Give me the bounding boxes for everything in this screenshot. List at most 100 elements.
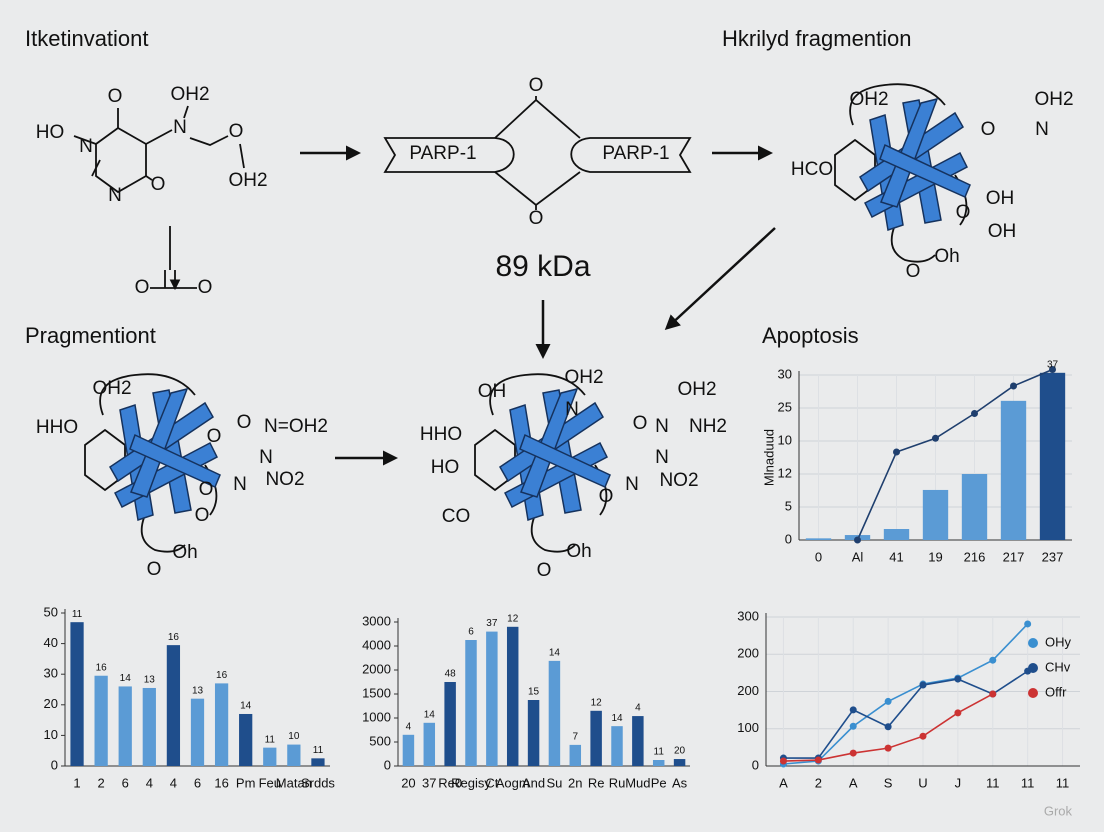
atom-label: O (537, 560, 552, 581)
x-tick-label: U (918, 775, 927, 790)
bar-annotation: 14 (549, 648, 561, 659)
atom-label: PARP-1 (409, 143, 476, 164)
y-axis-label: Mlnaduud (761, 429, 776, 486)
x-tick-label: 216 (964, 549, 986, 564)
chart: 0 5 12 10 25 30 0 Al 41 19 216 217 237 Mlnaduud 37 (761, 359, 1072, 564)
atom-label: NO2 (265, 469, 304, 490)
bar-annotation: 16 (168, 632, 180, 643)
legend-label: CHv (1045, 659, 1071, 674)
y-tick-label: 0 (752, 757, 759, 772)
bar-annotation: 4 (635, 703, 641, 714)
atom-label: N (259, 447, 273, 468)
molecule-skeletons (73, 83, 971, 553)
legend-label: OHy (1045, 634, 1072, 649)
atom-label: OH2 (1034, 89, 1073, 110)
bar-annotation: 11 (265, 734, 276, 745)
bar-annotation: 15 (528, 687, 540, 698)
bar-annotation: 12 (507, 613, 519, 624)
point (1010, 382, 1017, 390)
bar (94, 675, 108, 766)
y-tick-label: 200 (737, 683, 759, 698)
atom-label: HCO (791, 159, 833, 180)
point (919, 732, 927, 740)
bar (402, 734, 415, 766)
bar-annotation: 11 (313, 745, 324, 756)
y-tick-label: 40 (44, 635, 58, 650)
point (849, 722, 857, 730)
x-tick-label: Matan (276, 775, 312, 790)
y-tick-label: 10 (778, 432, 792, 447)
point (954, 675, 962, 683)
bar-annotation: 48 (445, 669, 457, 680)
x-tick-label: Feu (259, 775, 281, 790)
x-tick-label: 37 (422, 775, 436, 790)
atom-label: O (151, 174, 166, 195)
bar-annotation: 14 (424, 709, 436, 720)
atom-label: O (207, 426, 222, 447)
atom-label: PARP-1 (602, 143, 669, 164)
bar (166, 645, 181, 766)
atom-label: O (195, 505, 210, 526)
x-tick-label: 4 (170, 775, 177, 790)
point (989, 656, 997, 664)
section-title: Itketinvationt (25, 26, 149, 51)
bar (961, 474, 988, 540)
atom-label: OH2 (677, 379, 716, 400)
atom-label: OH (986, 188, 1015, 209)
y-tick-label: 3000 (362, 613, 391, 628)
atom-label: Oh (934, 246, 959, 267)
atom-label: N (173, 117, 187, 138)
y-tick-label: 0 (785, 531, 792, 546)
bar-annotation: 13 (192, 685, 204, 696)
x-tick-label: Re0 (438, 775, 462, 790)
x-tick-label: Srdds (301, 775, 335, 790)
x-tick-label: As (672, 775, 688, 790)
x-tick-label: Pm (236, 775, 256, 790)
x-tick-label: Re (588, 775, 605, 790)
y-tick-label: 50 (44, 604, 58, 619)
y-tick-label: 5 (785, 498, 792, 513)
mass-label: 89 kDa (495, 250, 590, 283)
bar (142, 687, 156, 766)
y-tick-label: 200 (737, 646, 759, 661)
x-tick-label: 1 (73, 775, 80, 790)
atom-label: O (633, 413, 648, 434)
atom-label: OH (478, 381, 507, 402)
atom-label: O (199, 479, 214, 500)
y-tick-label: 2000 (362, 661, 391, 676)
bar (652, 760, 665, 766)
atom-label: N (1035, 119, 1049, 140)
atom-label: NO2 (659, 470, 698, 491)
atom-label: N (233, 474, 247, 495)
point (919, 681, 927, 689)
bar (190, 698, 205, 766)
x-tick-label: 6 (122, 775, 129, 790)
y-tick-label: 500 (369, 733, 391, 748)
section-title: Apoptosis (762, 323, 859, 348)
atom-label: Oh (172, 542, 197, 563)
y-tick-label: 12 (778, 465, 792, 480)
atom-label: O (529, 75, 544, 96)
annotation: 37 (1047, 359, 1059, 370)
x-tick-label: 4 (146, 775, 153, 790)
section-title: Pragmentiont (25, 323, 156, 348)
bar-annotation: 11 (72, 609, 83, 620)
y-tick-label: 10 (44, 727, 58, 742)
point (849, 706, 857, 714)
y-tick-label: 0 (51, 757, 58, 772)
x-tick-label: A (779, 775, 788, 790)
atom-label: N (565, 399, 579, 420)
point (854, 536, 861, 544)
atom-label: HHO (420, 424, 462, 445)
atom-label: HHO (36, 417, 78, 438)
x-tick-label: 6 (194, 775, 201, 790)
bar (444, 682, 456, 766)
bar (465, 640, 477, 766)
bar-annotation: 14 (611, 713, 623, 724)
bar (527, 700, 540, 766)
point (884, 697, 892, 705)
point (971, 410, 978, 417)
x-tick-label: 16 (214, 775, 228, 790)
